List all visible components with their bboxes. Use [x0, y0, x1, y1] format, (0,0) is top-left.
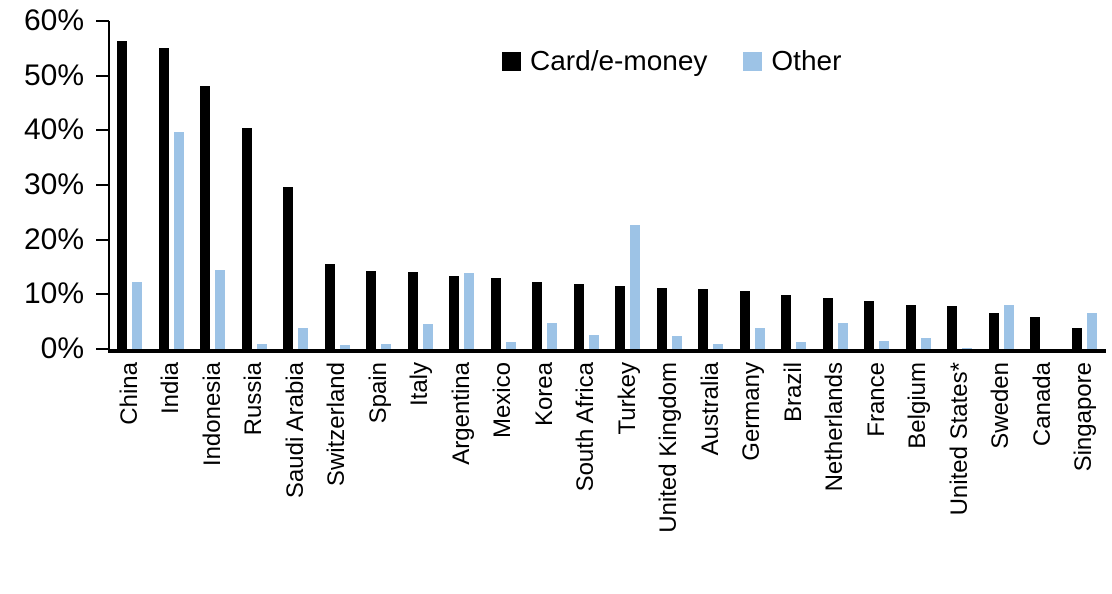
bar-other-china	[132, 281, 142, 349]
bar-card-e-money-united-kingdom	[656, 288, 667, 349]
x-axis-line	[108, 349, 1106, 353]
x-axis-label: Saudi Arabia	[281, 362, 309, 499]
bar-other-netherlands	[837, 322, 848, 349]
legend-item-card-e-money: Card/e-money	[502, 46, 707, 76]
x-axis-label: Sweden	[987, 362, 1014, 449]
x-axis-label: Australia	[696, 362, 724, 456]
x-axis-label: Korea	[530, 362, 558, 427]
bar-other-turkey	[630, 225, 640, 349]
bar-card-e-money-russia	[241, 128, 252, 349]
y-axis-tick-label: 60%	[23, 4, 84, 37]
bar-card-e-money-indonesia	[200, 85, 210, 349]
y-axis-tick	[96, 74, 109, 77]
x-axis-label: France	[862, 362, 890, 437]
x-axis-label: Indonesia	[198, 362, 226, 467]
bar-card-e-money-turkey	[615, 285, 625, 349]
y-axis-tick	[96, 129, 109, 132]
x-axis-label: India	[157, 362, 184, 415]
x-axis-label: Turkey	[613, 362, 641, 435]
bar-card-e-money-france	[864, 301, 874, 349]
y-axis-tick-label: 30%	[23, 168, 84, 201]
bar-other-argentina	[464, 273, 474, 349]
bar-card-e-money-switzerland	[324, 264, 335, 349]
bar-other-germany	[754, 327, 765, 349]
x-axis-label: Canada	[1028, 362, 1056, 447]
x-axis-label: Italy	[406, 362, 433, 407]
bar-other-united-states	[962, 347, 972, 349]
bar-card-e-money-singapore	[1071, 328, 1082, 349]
bar-card-e-money-argentina	[449, 275, 459, 349]
bar-card-e-money-spain	[366, 271, 376, 349]
bar-card-e-money-south-africa	[573, 284, 584, 349]
bar-other-korea	[547, 323, 557, 349]
y-axis-tick-label: 20%	[23, 222, 84, 256]
bar-other-mexico	[505, 341, 516, 349]
x-axis-label: Spain	[364, 362, 392, 424]
bar-card-e-money-canada	[1030, 316, 1040, 349]
bar-card-e-money-india	[158, 48, 169, 349]
bar-other-spain	[381, 343, 391, 349]
x-axis-label: Germany	[738, 362, 765, 461]
x-axis-label: South Africa	[572, 362, 599, 492]
y-axis-tick-label: 50%	[23, 58, 84, 92]
y-axis-tick	[96, 184, 109, 186]
bar-card-e-money-italy	[407, 271, 418, 349]
y-axis-tick	[96, 20, 109, 22]
bar-other-singapore	[1086, 312, 1097, 349]
legend: Card/e-money Other	[502, 46, 841, 76]
bar-other-italy	[422, 324, 433, 349]
bar-card-e-money-belgium	[905, 304, 916, 349]
y-axis-tick-label: 10%	[23, 277, 84, 311]
bar-card-e-money-australia	[698, 289, 708, 349]
bar-other-france	[879, 340, 889, 349]
legend-swatch-other	[743, 51, 763, 71]
y-axis-tick	[96, 348, 109, 350]
x-axis-label: Brazil	[779, 362, 807, 423]
bar-other-russia	[256, 344, 267, 349]
bar-other-brazil	[796, 342, 806, 349]
x-axis-label: Russia	[240, 362, 267, 436]
bar-other-united-kingdom	[671, 335, 682, 349]
legend-item-other: Other	[743, 46, 841, 76]
bar-card-e-money-germany	[739, 290, 750, 349]
x-axis-label: Argentina	[447, 362, 475, 465]
legend-swatch-card-e-money	[502, 51, 521, 71]
bar-other-saudi-arabia	[298, 328, 308, 349]
bar-other-south-africa	[588, 335, 599, 349]
y-axis-line	[108, 21, 110, 351]
bar-card-e-money-mexico	[490, 278, 501, 349]
legend-label-card-e-money: Card/e-money	[530, 45, 708, 76]
y-axis-tick-label: 40%	[23, 113, 84, 147]
x-axis-label: Belgium	[904, 362, 931, 449]
x-axis-label: China	[115, 362, 143, 425]
bar-card-e-money-netherlands	[822, 298, 833, 349]
x-axis-label: Switzerland	[323, 362, 350, 487]
bar-card-e-money-united-states	[947, 305, 957, 349]
bar-other-sweden	[1003, 304, 1014, 349]
x-axis-label: United States*	[945, 362, 973, 516]
bar-other-india	[173, 131, 184, 349]
bar-other-australia	[713, 343, 723, 349]
bar-card-e-money-sweden	[988, 313, 999, 349]
legend-label-other: Other	[771, 45, 842, 76]
x-axis-label: Netherlands	[821, 362, 848, 492]
bar-card-e-money-saudi-arabia	[283, 186, 293, 349]
bar-other-switzerland	[339, 345, 350, 349]
bar-card-e-money-brazil	[781, 294, 791, 349]
bar-other-belgium	[920, 337, 931, 349]
bar-card-e-money-korea	[532, 282, 542, 349]
y-axis-tick	[96, 238, 109, 241]
x-axis-label: Mexico	[489, 362, 516, 439]
x-axis-label: Singapore	[1070, 362, 1097, 472]
x-axis-label: United Kingdom	[655, 362, 682, 533]
y-axis-tick-label: 0%	[40, 332, 84, 365]
y-axis-tick	[96, 293, 109, 296]
bar-card-e-money-china	[117, 41, 127, 349]
bar-other-indonesia	[215, 270, 225, 349]
